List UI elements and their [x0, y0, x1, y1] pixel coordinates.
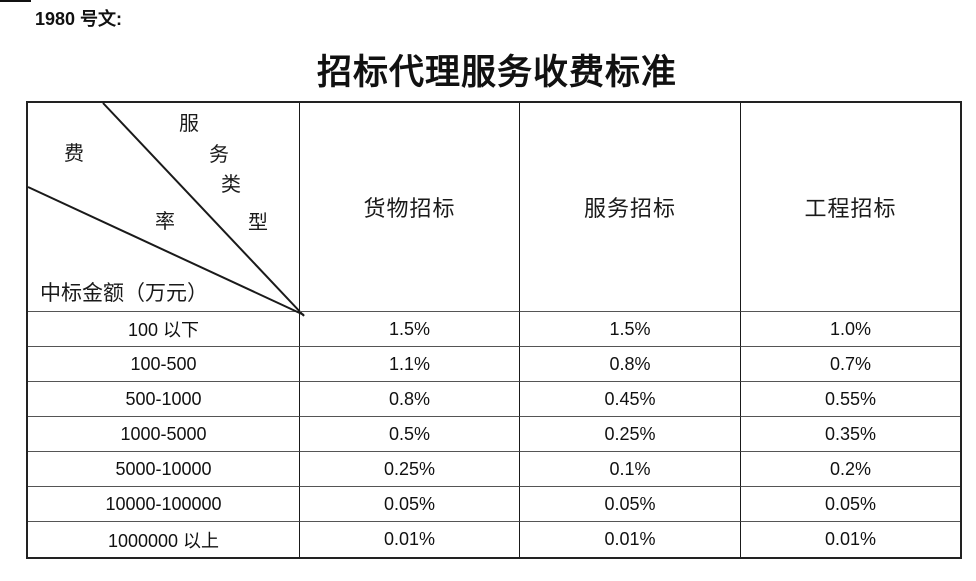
fee-value: 0.01% — [300, 522, 520, 557]
fee-value: 0.05% — [520, 487, 741, 522]
corner-axis-top-char: 务 — [209, 144, 229, 166]
page-edge-mark — [0, 0, 31, 2]
fee-value: 0.7% — [741, 347, 960, 382]
row-amount-label: 10000-100000 — [28, 487, 300, 522]
corner-axis-left-char: 率 — [155, 211, 175, 233]
corner-header-cell: 服 务 类 型 费 率 中标金额（万元） — [27, 102, 305, 317]
row-amount-label: 500-1000 — [28, 382, 300, 417]
fee-value: 0.25% — [300, 452, 520, 487]
fee-value: 0.05% — [300, 487, 520, 522]
row-amount-label: 5000-10000 — [28, 452, 300, 487]
diagonal-divider-lines — [27, 102, 305, 317]
fee-value: 1.5% — [520, 312, 741, 347]
row-amount-label: 100-500 — [28, 347, 300, 382]
fee-value: 1.5% — [300, 312, 520, 347]
fee-value: 0.25% — [520, 417, 741, 452]
fee-value: 0.55% — [741, 382, 960, 417]
fee-value: 1.0% — [741, 312, 960, 347]
corner-axis-bottom-label: 中标金额（万元） — [40, 281, 208, 305]
fee-value: 0.05% — [741, 487, 960, 522]
fee-value: 0.2% — [741, 452, 960, 487]
corner-axis-left-char: 费 — [64, 143, 84, 165]
fee-value: 0.01% — [824, 529, 877, 549]
corner-axis-top-char: 型 — [248, 212, 268, 234]
fee-value: 0.5% — [300, 417, 520, 452]
column-header-service-bidding: 服务招标 — [520, 103, 741, 312]
fee-value: 1.1% — [300, 347, 520, 382]
fee-table: 服 务 类 型 费 率 中标金额（万元） 货物招标 服务招标 工程招标 100 … — [26, 101, 962, 559]
fee-value: 0.01% — [520, 522, 741, 557]
row-amount-label: 1000000 以上 — [28, 522, 300, 557]
row-amount-label: 1000-5000 — [28, 417, 300, 452]
fee-value: 0.45% — [520, 382, 741, 417]
column-header-goods-bidding: 货物招标 — [300, 103, 520, 312]
fee-value: 0.1% — [520, 452, 741, 487]
fee-value: 0.35% — [741, 417, 960, 452]
row-amount-label: 100 以下 — [28, 312, 300, 347]
corner-axis-top-char: 类 — [221, 174, 241, 196]
fee-value: 0.8% — [520, 347, 741, 382]
fee-value: 0.8% — [300, 382, 520, 417]
doc-reference: 1980 号文: — [35, 9, 123, 29]
page-title: 招标代理服务收费标准 — [316, 53, 677, 92]
column-header-works-bidding: 工程招标 — [741, 103, 960, 312]
corner-axis-top-char: 服 — [179, 113, 199, 135]
